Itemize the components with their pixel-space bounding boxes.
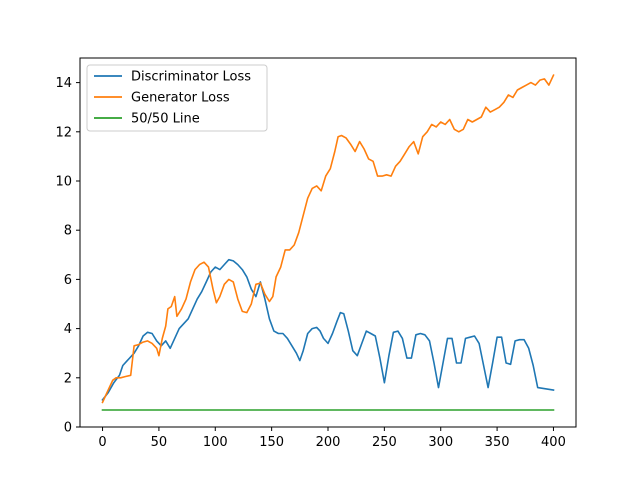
y-tick-label: 0 (64, 421, 72, 436)
y-tick-label: 6 (64, 273, 72, 288)
series-line-1 (101, 74, 555, 404)
axes-layer: 0 50 100 150 200 250 300 350 400 0 2 4 6 8 10 12 14 (55, 57, 577, 450)
legend-label-1: Generator Loss (131, 91, 230, 106)
y-tick-label: 10 (55, 175, 72, 190)
x-tick-label: 100 (203, 435, 228, 450)
series-layer (101, 74, 555, 411)
x-tick-label: 0 (98, 435, 106, 450)
x-tick-label: 400 (541, 435, 566, 450)
x-tick-label: 50 (151, 435, 168, 450)
y-tick-label: 8 (64, 224, 72, 239)
x-tick-label: 200 (316, 435, 341, 450)
x-tick-label: 300 (428, 435, 453, 450)
legend-box (86, 64, 268, 132)
x-tick-label: 150 (259, 435, 284, 450)
y-tick-label: 4 (64, 322, 72, 337)
x-tick-label: 250 (372, 435, 397, 450)
legend-label-0: Discriminator Loss (131, 70, 251, 85)
legend-label-2: 50/50 Line (131, 112, 200, 127)
series-line-0 (101, 258, 555, 402)
y-tick-label: 2 (64, 371, 72, 386)
x-tick-label: 350 (485, 435, 510, 450)
y-tick-label: 14 (55, 76, 72, 91)
y-tick-label: 12 (55, 125, 72, 140)
legend: Discriminator Loss Generator Loss 50/50 Li… (86, 64, 268, 132)
